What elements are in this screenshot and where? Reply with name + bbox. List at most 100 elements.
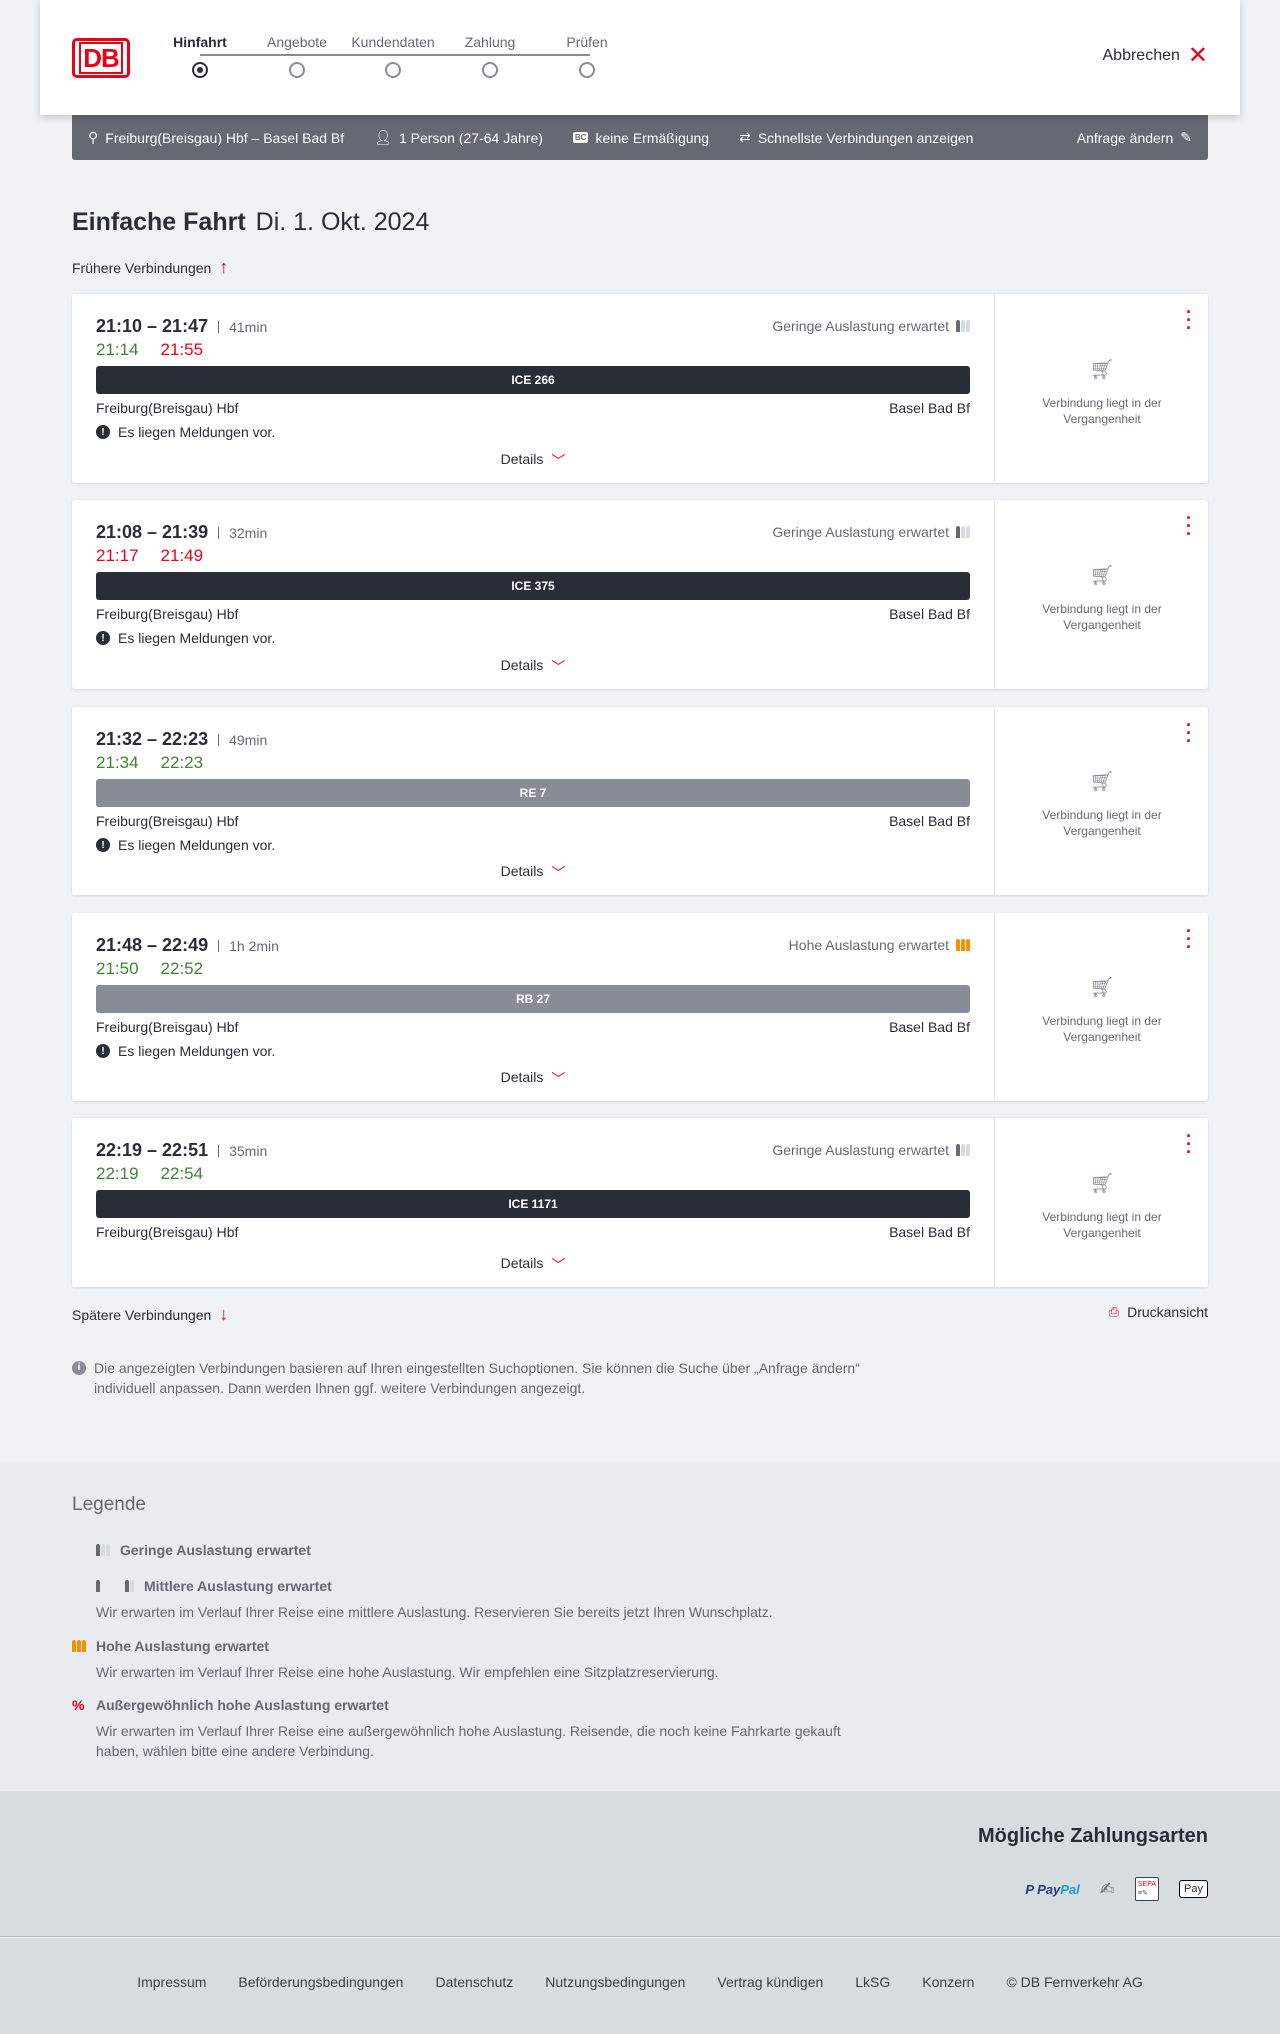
footer-link-vertrag-kuendigen[interactable]: Vertrag kündigen [717,1974,824,1990]
occupancy-indicator: Geringe Auslastung erwartet [772,318,970,334]
footer-link-impressum[interactable]: Impressum [137,1974,207,1990]
origin-station: Freiburg(Breisgau) Hbf [96,813,239,829]
offer-panel: · · · 🛒︎ Verbindung liegt in der Vergangen… [994,294,1208,483]
duration: 49min [218,733,267,747]
change-request-button[interactable]: Anfrage ändern ✎ [1076,129,1192,146]
sepa-icon: SEPA ≡✎ [1134,1877,1160,1901]
more-options-icon[interactable]: · · · [1186,921,1192,957]
legend-section: Legende Geringe Auslastung erwartet Mitt… [0,1462,1280,1791]
arrow-down-icon: ↓ [219,1304,229,1324]
scheduled-times: 21:08 – 21:39 32min [96,522,268,542]
details-toggle[interactable]: Details ﹀ [500,657,566,675]
train-bar[interactable]: RE 7 [96,779,970,807]
realtime-departure: 21:14 [96,340,139,359]
details-toggle[interactable]: Details ﹀ [500,1069,566,1087]
footer-link-datenschutz[interactable]: Datenschutz [435,1974,514,1990]
footer-link-befoerderungsbedingungen[interactable]: Beförderungsbedingungen [238,1974,404,1990]
past-connection-text: Verbindung liegt in der Vergangenheit [1042,1209,1162,1240]
connection-card: 21:32 – 22:23 49min 21:34 22:23 RE 7 Freib… [72,707,1208,895]
connection-card: 21:10 – 21:47 41min 21:14 21:55 Geringe Au… [72,294,1208,483]
cart-unavailable-icon: 🛒︎ [1089,977,1115,999]
realtime-times: 21:17 21:49 [96,546,203,566]
train-bar[interactable]: RB 27 [96,985,970,1013]
footer-link-nutzungsbedingungen[interactable]: Nutzungsbedingungen [545,1974,686,1990]
details-toggle[interactable]: Details ﹀ [500,863,566,881]
bahncard-icon: BC [572,132,589,143]
pencil-icon: ✎ [1180,129,1192,145]
progress-steps: Hinfahrt Angebote Kundendaten Zahlung Pr… [170,34,670,84]
scheduled-times: 21:32 – 22:23 49min [96,729,268,749]
train-bar[interactable]: ICE 375 [96,572,970,600]
occupancy-indicator: Geringe Auslastung erwartet [772,1142,970,1158]
destination-station: Basel Bad Bf [889,606,970,622]
printer-icon: ⎙ [1108,1304,1120,1319]
cart-unavailable-icon: 🛒︎ [1089,564,1115,587]
cart-unavailable-icon: 🛒︎ [1089,358,1115,381]
step-kundendaten: Kundendaten [333,34,453,78]
route-summary: ⚲ Freiburg(Breisgau) Hbf – Basel Bad Bf [88,129,345,146]
train-bar[interactable]: ICE 1171 [96,1190,970,1218]
step-zahlung: Zahlung [430,34,550,78]
footer-link-konzern[interactable]: Konzern [922,1974,975,1990]
realtime-arrival: 22:23 [160,753,204,772]
step-dot [289,62,305,78]
fastest-option: ⇄ Schnellste Verbindungen anzeigen [739,129,974,146]
exclamation-icon: ! [96,1044,110,1058]
more-options-icon[interactable]: · · · [1186,302,1192,338]
chevron-down-icon: ﹀ [551,659,566,675]
credit-card-icon: ✍︎ [1099,1878,1115,1899]
exclamation-icon: ! [96,838,110,852]
print-view-link[interactable]: ⎙ Druckansicht [1108,1304,1208,1320]
occupancy-icon [956,939,970,951]
duration: 35min [218,1144,267,1158]
chevron-down-icon: ﹀ [551,865,566,881]
info-notice: i Die angezeigten Verbindungen basieren a… [72,1358,872,1398]
occupancy-indicator: Geringe Auslastung erwartet [772,524,970,540]
messages-notice: ! Es liegen Meldungen vor. [96,424,275,440]
search-summary-bar: ⚲ Freiburg(Breisgau) Hbf – Basel Bad Bf 👤… [72,115,1208,160]
medium-occupancy-icon [72,1580,134,1592]
offer-panel: · · · 🛒︎ Verbindung liegt in der Vergangen… [994,707,1208,895]
payment-title: Mögliche Zahlungsarten [977,1825,1208,1847]
more-options-icon[interactable]: · · · [1186,715,1192,751]
details-toggle[interactable]: Details ﹀ [500,1255,566,1273]
origin-station: Freiburg(Breisgau) Hbf [96,1224,239,1240]
extreme-occupancy-icon: % [72,1697,85,1713]
cart-unavailable-icon: 🛒︎ [1089,1172,1115,1195]
info-icon: i [72,1361,86,1375]
step-dot [482,62,498,78]
cancel-button[interactable]: Abbrechen ✕ [1102,42,1209,69]
footer-link-lksg[interactable]: LkSG [855,1974,891,1990]
past-connection-text: Verbindung liegt in der Vergangenheit [1042,808,1162,838]
legend-item-extreme: % Außergewöhnlich hohe Auslastung erwarte… [72,1697,841,1759]
messages-notice: ! Es liegen Meldungen vor. [96,837,275,853]
realtime-arrival: 22:52 [160,959,204,978]
step-pruefen: Prüfen [527,34,647,78]
legend-title: Legende [72,1494,146,1515]
realtime-departure: 21:50 [96,959,139,978]
footer: Impressum Beförderungsbedingungen Datens… [0,1938,1280,2034]
earlier-connections-link[interactable]: Frühere Verbindungen ↑ [72,257,229,277]
db-logo[interactable]: DB [72,38,130,78]
occupancy-icon [956,320,970,332]
more-options-icon[interactable]: · · · [1186,508,1192,544]
later-connections-link[interactable]: Spätere Verbindungen ↓ [72,1304,229,1324]
chevron-down-icon: ﹀ [551,1071,566,1087]
more-options-icon[interactable]: · · · [1186,1126,1192,1162]
messages-notice: ! Es liegen Meldungen vor. [96,630,275,646]
low-occupancy-icon [72,1544,110,1556]
train-bar[interactable]: ICE 266 [96,366,970,394]
realtime-times: 21:50 22:52 [96,959,203,979]
step-dot [579,62,595,78]
legend-item-high: Hohe Auslastung erwartet Wir erwarten im … [72,1638,872,1682]
destination-station: Basel Bad Bf [889,400,970,416]
origin-station: Freiburg(Breisgau) Hbf [96,606,239,622]
legend-item-low: Geringe Auslastung erwartet [72,1542,872,1558]
occupancy-icon [956,526,970,538]
realtime-arrival: 21:55 [160,340,204,359]
details-toggle[interactable]: Details ﹀ [500,451,566,469]
connection-card: 21:48 – 22:49 1h 2min 21:50 22:52 Hohe Aus… [72,913,1208,1101]
origin-station: Freiburg(Breisgau) Hbf [96,400,239,416]
occupancy-indicator: Hohe Auslastung erwartet [789,937,970,953]
connection-card: 22:19 – 22:51 35min 22:19 22:54 Geringe Au… [72,1118,1208,1287]
